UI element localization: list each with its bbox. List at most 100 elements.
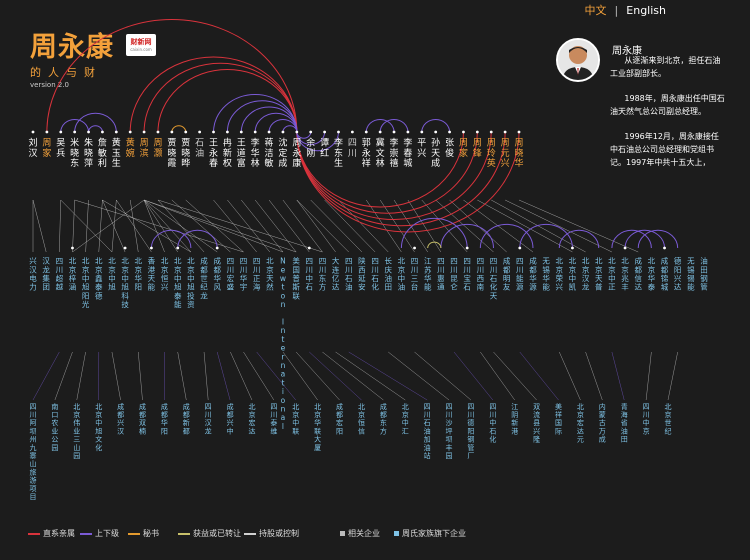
person-node[interactable]: 李华林: [251, 137, 260, 169]
lang-zh-link[interactable]: 中文: [584, 4, 607, 17]
person-node[interactable]: 黄玉生: [112, 137, 121, 169]
person-node[interactable]: 孙天成: [431, 137, 440, 169]
caixin-logo[interactable]: 财新网 caixin.com: [126, 34, 156, 56]
person-node[interactable]: 余刚: [306, 137, 315, 159]
person-node[interactable]: 周锋: [473, 138, 482, 159]
person-node[interactable]: 黄婉: [126, 137, 135, 159]
person-node[interactable]: 李崇禧: [390, 137, 399, 169]
person-node[interactable]: 詹敏利: [98, 137, 107, 169]
person-node[interactable]: 李东生: [334, 137, 343, 169]
lang-en-link[interactable]: English: [626, 4, 666, 17]
person-node[interactable]: 米晓东: [70, 137, 79, 169]
person-node[interactable]: 朱晓萍: [84, 137, 93, 169]
person-node[interactable]: 贾晓晔: [181, 138, 190, 169]
person-node[interactable]: 周家: [459, 138, 468, 159]
person-node[interactable]: 周滨: [140, 138, 149, 159]
person-node[interactable]: 刘汉: [28, 137, 37, 159]
person-node[interactable]: 沈定成: [278, 137, 287, 169]
person-node[interactable]: 周元兴: [501, 138, 510, 169]
person-node[interactable]: 四川: [348, 139, 357, 159]
person-node[interactable]: 周永康: [292, 138, 301, 169]
person-node[interactable]: 王永春: [209, 138, 218, 169]
person-node[interactable]: 平兴: [417, 138, 426, 159]
person-node[interactable]: 冉新权: [223, 137, 232, 169]
person-node[interactable]: 吴兵: [56, 138, 65, 159]
person-node[interactable]: 石油: [195, 139, 204, 159]
person-node[interactable]: 周家: [42, 138, 51, 159]
